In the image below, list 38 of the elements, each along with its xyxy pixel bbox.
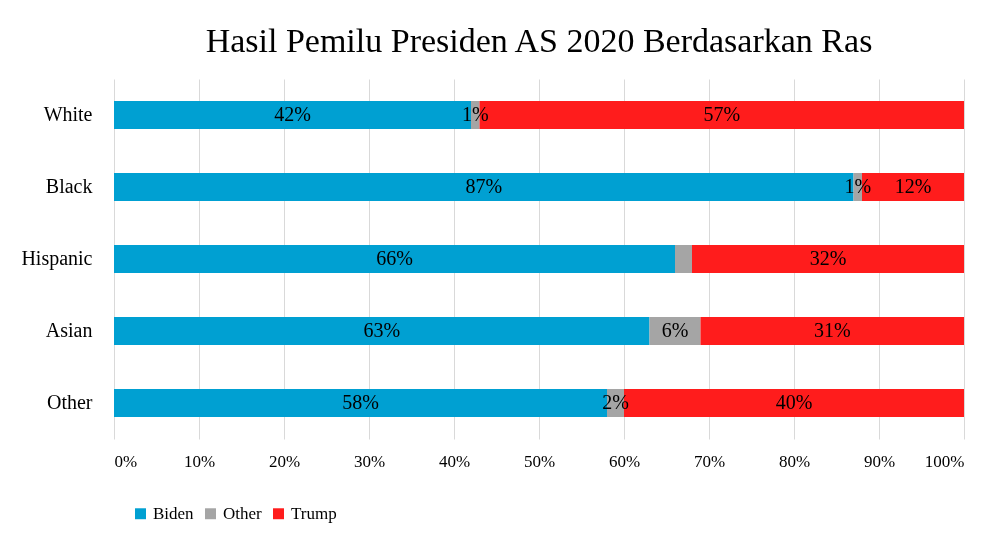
x-tick-label: 50% — [523, 451, 556, 471]
y-tick-label: Other — [46, 391, 93, 413]
data-label: 66% — [376, 247, 413, 269]
y-tick-label: White — [43, 103, 93, 125]
data-label: 87% — [465, 175, 503, 197]
data-label: 42% — [274, 103, 311, 125]
legend-label: Trump — [291, 503, 337, 523]
data-label: 58% — [342, 391, 379, 413]
bar — [692, 245, 964, 273]
data-label: 63% — [363, 319, 401, 341]
data-label: 40% — [775, 391, 813, 413]
data-label: 1% — [461, 103, 489, 125]
legend-label: Other — [223, 503, 263, 523]
x-tick-label: 80% — [778, 451, 811, 471]
x-tick-label: 10% — [183, 451, 216, 471]
data-label: 57% — [703, 103, 741, 125]
x-tick-label: 90% — [863, 451, 896, 471]
x-tick-label: 60% — [608, 451, 641, 471]
data-label: 1% — [844, 175, 872, 197]
data-label: 12% — [894, 175, 932, 197]
x-tick-label: 70% — [693, 451, 726, 471]
x-tick-label: 30% — [353, 451, 386, 471]
data-label: 32% — [809, 247, 847, 269]
y-tick-label: Asian — [45, 319, 93, 341]
x-tick-label: 40% — [438, 451, 471, 471]
data-label: 31% — [813, 319, 851, 341]
x-tick-label: 100% — [924, 451, 965, 471]
x-tick-label: 20% — [268, 451, 301, 471]
y-tick-label: Black — [45, 175, 93, 197]
chart-title: Hasil Pemilu Presiden AS 2020 Berdasarkan Ras — [205, 22, 873, 59]
bar — [675, 245, 692, 273]
data-label: 6% — [661, 319, 689, 341]
legend-label: Biden — [153, 503, 195, 523]
bar — [114, 317, 650, 345]
x-tick-label: 0% — [114, 451, 138, 471]
y-tick-label: Hispanic — [21, 247, 93, 270]
bar — [114, 245, 675, 273]
bar — [700, 317, 964, 345]
